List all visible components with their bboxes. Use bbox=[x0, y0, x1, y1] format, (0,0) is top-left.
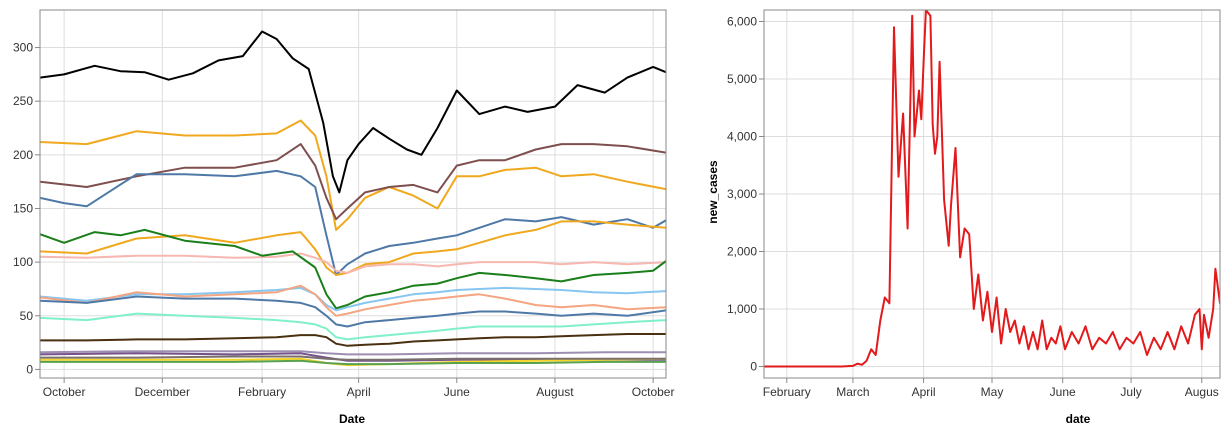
left-y-tick-label: 300 bbox=[13, 41, 33, 55]
left-y-tick-label: 0 bbox=[26, 362, 33, 376]
right-x-tick-label: March bbox=[836, 385, 869, 399]
left-gridlines bbox=[40, 10, 666, 378]
right-x-tick-label: July bbox=[1120, 385, 1141, 399]
left-series-line-0 bbox=[40, 30, 666, 194]
left-series-line-16 bbox=[40, 359, 666, 366]
left-series-line-11 bbox=[40, 333, 666, 347]
right-series-line-0 bbox=[764, 10, 1220, 368]
left-y-tick-label: 200 bbox=[13, 148, 33, 162]
right-chart: 0 1,000 2,000 3,000 4,000 5,000 6,000 February M… bbox=[706, 9, 1221, 426]
left-series-line-7 bbox=[40, 286, 666, 312]
left-series-line-2 bbox=[40, 143, 666, 221]
right-y-axis-title: new_cases bbox=[706, 160, 720, 224]
left-series-line-12 bbox=[40, 350, 666, 356]
right-y-tick-label: 2,000 bbox=[727, 245, 757, 259]
right-y-tick-label: 3,000 bbox=[727, 187, 757, 201]
right-y-tick-label: 0 bbox=[750, 360, 757, 374]
right-y-tick-label: 4,000 bbox=[727, 130, 757, 144]
right-y-tick-label: 5,000 bbox=[727, 72, 757, 86]
left-x-tick-label: February bbox=[238, 385, 286, 399]
left-plot-frame bbox=[39, 9, 667, 379]
right-x-tick-label: February bbox=[763, 385, 811, 399]
left-x-tick-label: April bbox=[347, 385, 371, 399]
right-x-tick-label: April bbox=[912, 385, 936, 399]
left-chart: 0 50 100 150 200 250 300 October December Februar… bbox=[13, 9, 675, 426]
left-x-axis-title: Date bbox=[339, 412, 365, 426]
left-y-tick-label: 250 bbox=[13, 94, 33, 108]
left-y-tick-label: 150 bbox=[13, 201, 33, 215]
right-gridlines bbox=[764, 10, 1220, 378]
right-x-tick-label: Augus bbox=[1185, 385, 1219, 399]
left-series-line-4 bbox=[40, 220, 666, 276]
left-x-tick-label: June bbox=[444, 385, 470, 399]
left-x-tick-label: August bbox=[536, 385, 574, 399]
right-x-tick-label: May bbox=[981, 385, 1004, 399]
right-axes: 0 1,000 2,000 3,000 4,000 5,000 6,000 February M… bbox=[727, 9, 1221, 399]
right-plot-frame bbox=[763, 9, 1221, 379]
right-x-tick-label: June bbox=[1050, 385, 1076, 399]
left-series-line-5 bbox=[40, 252, 666, 274]
right-series-lines bbox=[764, 10, 1220, 368]
left-series-line-10 bbox=[40, 312, 666, 341]
left-series-line-3 bbox=[40, 169, 666, 276]
left-series-line-1 bbox=[40, 119, 666, 231]
left-x-tick-label: October bbox=[632, 385, 675, 399]
left-series-line-8 bbox=[40, 284, 666, 317]
left-axes: 0 50 100 150 200 250 300 October December Februar… bbox=[13, 9, 675, 399]
right-x-axis-title: date bbox=[1066, 412, 1091, 426]
right-y-tick-label: 6,000 bbox=[727, 15, 757, 29]
left-y-tick-label: 100 bbox=[13, 255, 33, 269]
left-x-tick-label: December bbox=[135, 385, 190, 399]
left-series-lines bbox=[40, 30, 666, 367]
left-x-tick-label: October bbox=[43, 385, 86, 399]
right-y-tick-label: 1,000 bbox=[727, 302, 757, 316]
left-series-line-6 bbox=[40, 228, 666, 310]
left-y-tick-label: 50 bbox=[20, 309, 34, 323]
left-series-line-9 bbox=[40, 295, 666, 328]
left-series-line-15 bbox=[40, 355, 666, 361]
